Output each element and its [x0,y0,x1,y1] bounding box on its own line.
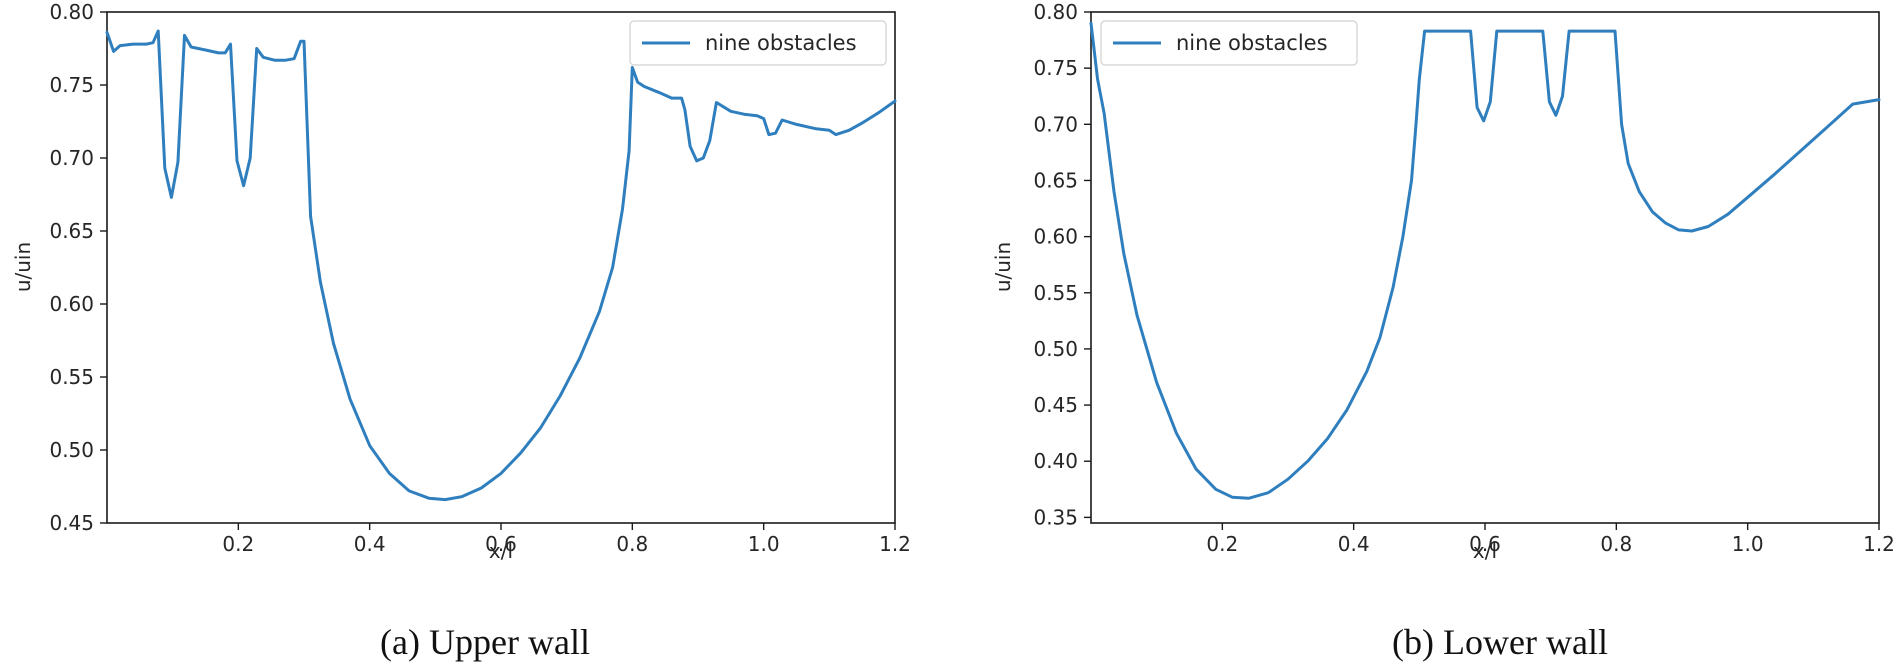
series-line-upper [105,29,897,502]
y-tick-label: 0.70 [49,146,94,170]
y-tick-label: 0.50 [1033,337,1078,361]
legend-label-upper: nine obstacles [705,31,857,55]
y-tick-label: 0.80 [49,0,94,24]
x-tick-label: 1.0 [1732,532,1764,556]
y-tick-label: 0.45 [1033,393,1078,417]
x-tick-label: 0.8 [1600,532,1632,556]
y-axis-label-upper: u/uin [11,242,35,292]
series-line-nine-obstacles-upper [105,29,897,502]
y-tick-label: 0.50 [49,438,94,462]
y-tick-label: 0.65 [1033,168,1078,192]
y-axis-lower: 0.35 0.40 0.45 0.50 0.55 0.60 0.65 0.70 0.75 0.80 [1033,0,1091,529]
x-tick-label: 0.4 [1338,532,1370,556]
legend-label-lower: nine obstacles [1176,31,1328,55]
y-tick-label: 0.45 [49,511,94,535]
x-axis-label-upper: x/l [489,539,513,563]
legend-box-lower [1100,20,1358,66]
y-tick-label: 0.60 [49,292,94,316]
y-tick-label: 0.70 [1033,112,1078,136]
y-tick-label: 0.55 [49,365,94,389]
y-tick-label: 0.75 [49,73,94,97]
series-line-nine-obstacles-lower [1089,21,1881,500]
panel-upper-wall: 0.2 0.4 0.6 0.8 1.0 1.2 0.450.500.550.600.650… [11,0,911,662]
x-axis-label-lower: x/l [1473,539,1497,563]
x-tick-label: 0.6 [1469,532,1501,556]
x-axis-upper: 0.2 0.4 0.6 0.8 1.0 1.2 [222,523,911,556]
x-tick-label: 0.8 [616,532,648,556]
x-tick-label: 0.4 [354,532,386,556]
panel-lower-wall: 0.2 0.4 0.6 0.8 1.0 1.2 0.350.400.450.500.550… [991,0,1895,662]
y-tick-label: 0.60 [1033,225,1078,249]
x-tick-label: 0.2 [1206,532,1238,556]
plot-frame-upper [106,11,896,524]
caption-upper-wall: (a) Upper wall [380,622,590,662]
x-tick-label: 0.6 [485,532,517,556]
y-axis-upper: 0.45 0.50 0.55 0.60 0.65 0.70 0.75 0.80 [49,0,107,535]
caption-lower-wall: (b) Lower wall [1392,622,1608,662]
y-tick-label: 0.80 [1033,0,1078,24]
y-tick-label: 0.75 [1033,56,1078,80]
x-tick-label: 0.2 [222,532,254,556]
x-axis-lower: 0.2 0.4 0.6 0.8 1.0 1.2 [1206,523,1895,556]
series-line-lower [1089,21,1881,500]
legend-upper: nine obstacles [629,20,887,66]
x-tick-label: 1.2 [1863,532,1895,556]
legend-box-upper [629,20,887,66]
y-tick-label: 0.65 [49,219,94,243]
x-tick-label: 1.2 [879,532,911,556]
plot-frame-lower [1090,11,1880,524]
y-tick-label: 0.35 [1033,505,1078,529]
y-tick-label: 0.40 [1033,449,1078,473]
y-tick-label: 0.55 [1033,281,1078,305]
x-tick-label: 1.0 [748,532,780,556]
y-axis-label-lower: u/uin [991,242,1015,292]
legend-lower: nine obstacles [1100,20,1358,66]
